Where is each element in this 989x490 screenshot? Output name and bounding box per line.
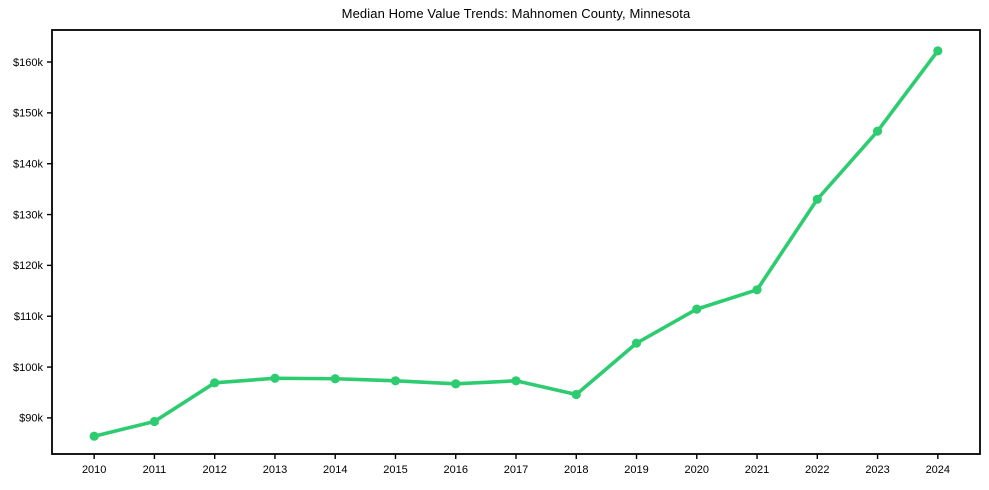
x-tick-label-3: 2013: [263, 464, 287, 476]
x-tick-label-2: 2012: [202, 464, 226, 476]
y-tick-label-4: $130k: [13, 209, 43, 221]
data-point-2014: [330, 374, 340, 384]
x-tick-label-11: 2021: [745, 464, 769, 476]
x-tick-label-0: 2010: [82, 464, 106, 476]
y-tick-label-0: $90k: [19, 413, 43, 425]
plot-area: [51, 29, 981, 455]
chart-title: Median Home Value Trends: Mahnomen Count…: [341, 6, 691, 21]
x-tick-label-7: 2017: [504, 464, 528, 476]
x-tick-label-8: 2018: [564, 464, 588, 476]
x-tick-label-10: 2020: [685, 464, 709, 476]
data-point-2011: [149, 416, 160, 427]
x-tick-label-5: 2015: [383, 464, 407, 476]
data-point-2019: [631, 338, 642, 348]
x-tick-label-12: 2022: [805, 464, 829, 476]
x-tick-label-14: 2024: [926, 464, 950, 476]
data-point-2013: [270, 373, 280, 383]
data-point-2017: [511, 376, 521, 386]
data-point-2018: [571, 389, 581, 400]
data-point-2020: [692, 304, 702, 314]
data-point-2022: [812, 194, 822, 204]
data-point-2015: [390, 376, 401, 386]
x-tick-label-4: 2014: [323, 464, 347, 476]
data-point-2016: [451, 379, 461, 389]
data-point-2024: [933, 46, 943, 56]
x-tick-label-6: 2016: [443, 464, 467, 476]
data-point-2012: [210, 378, 220, 388]
data-point-2023: [872, 126, 883, 136]
y-tick-label-6: $150k: [13, 108, 43, 120]
x-tick-label-1: 2011: [143, 464, 167, 476]
x-tick-label-9: 2019: [624, 464, 648, 476]
data-point-2021: [752, 285, 762, 295]
y-tick-label-2: $110k: [14, 311, 44, 323]
y-tick-label-7: $160k: [13, 57, 43, 69]
y-tick-label-1: $100k: [13, 362, 43, 374]
x-tick-label-13: 2023: [865, 464, 889, 476]
y-tick-label-5: $140k: [13, 159, 43, 171]
y-tick-label-3: $120k: [13, 260, 43, 272]
data-point-2010: [89, 431, 99, 441]
